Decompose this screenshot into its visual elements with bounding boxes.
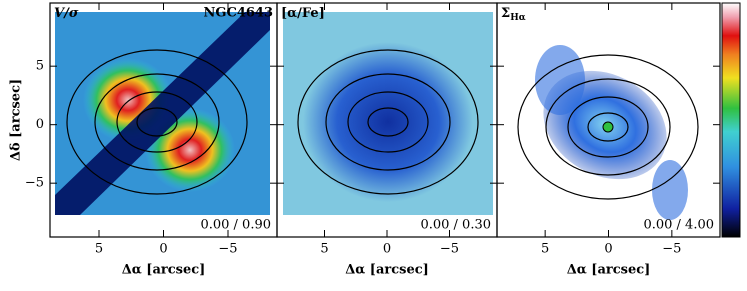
contours: [66, 49, 699, 200]
velocity-map: [55, 12, 270, 215]
x-tick-label: −5: [218, 242, 237, 257]
alpha-fe-map: [283, 12, 493, 215]
x-tick-label: 5: [541, 242, 549, 257]
x-axis-label: Δα [arcsec]: [122, 263, 206, 278]
panel-title-text: [α/Fe]: [281, 6, 325, 21]
panel-title-text: V/σ: [54, 6, 79, 21]
range-label: 0.00 / 4.00: [643, 218, 714, 233]
y-tick-label: 5: [36, 59, 44, 74]
panel-title-subscript: Hα: [510, 13, 526, 23]
panel-title: V/σ: [54, 6, 79, 21]
x-tick-label: 0: [604, 242, 612, 257]
x-axis-label: Δα [arcsec]: [345, 263, 429, 278]
x-tick-label: −5: [662, 242, 681, 257]
x-tick-label: 5: [95, 242, 103, 257]
panel-title-text: Σ: [501, 6, 510, 21]
x-tick-label: −5: [440, 242, 459, 257]
range-label: 0.00 / 0.30: [420, 218, 491, 233]
panel-title: ΣHα: [501, 6, 526, 23]
range-label: 0.00 / 0.90: [200, 218, 271, 233]
object-name: NGC4643: [203, 6, 273, 21]
x-axis-label: Δα [arcsec]: [567, 263, 651, 278]
x-tick-label: 5: [320, 242, 328, 257]
colorbar: [721, 2, 741, 238]
x-tick-label: 0: [383, 242, 391, 257]
halpha-map: [535, 45, 688, 220]
y-tick-label: −5: [25, 176, 44, 191]
y-tick-label: 0: [36, 117, 44, 132]
y-axis-label: Δδ [arcsec]: [9, 79, 24, 161]
panel-title: [α/Fe]: [281, 6, 325, 21]
x-tick-label: 0: [159, 242, 167, 257]
